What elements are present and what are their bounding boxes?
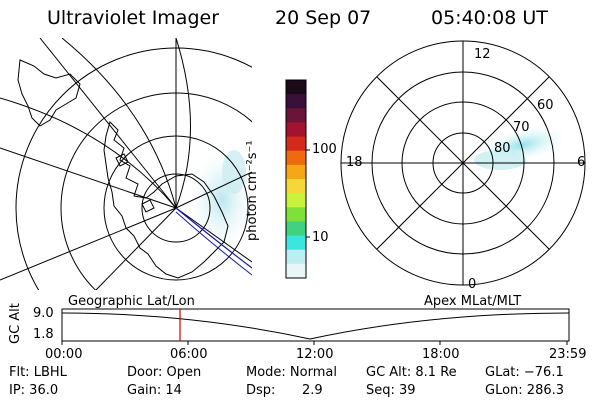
glon-info: GLon: 286.3 bbox=[485, 383, 565, 398]
colorbar-segment bbox=[286, 207, 306, 222]
dsp-value: 2.9 bbox=[302, 383, 323, 398]
longitude-line bbox=[0, 207, 177, 281]
longitude-line bbox=[95, 207, 177, 290]
timeline-ytick-top: 9.0 bbox=[33, 306, 54, 321]
south-america-coastline bbox=[17, 59, 81, 127]
apex-caption: Apex MLat/MLT bbox=[424, 294, 522, 309]
colorbar bbox=[285, 79, 310, 279]
colorbar-segment bbox=[286, 108, 306, 123]
altitude-timeline bbox=[61, 308, 570, 345]
date-label: 20 Sep 07 bbox=[275, 7, 372, 29]
glat-info: GLat: −76.1 bbox=[485, 365, 564, 380]
colorbar-segment bbox=[286, 150, 306, 166]
apex-map bbox=[340, 40, 586, 286]
altitude-curve bbox=[61, 312, 570, 340]
longitude-line bbox=[61, 38, 177, 209]
mlt-label-12: 12 bbox=[474, 47, 491, 62]
timeline-ytick-bottom: 1.8 bbox=[33, 327, 54, 342]
colorbar-segment bbox=[286, 193, 306, 208]
timeline-axis-label: GC Alt bbox=[8, 303, 23, 344]
colorbar-segment bbox=[286, 221, 306, 237]
mlt-line bbox=[376, 76, 550, 250]
antarctica-coastline bbox=[103, 121, 229, 279]
island-outline bbox=[141, 199, 155, 213]
gain-info: Gain: 14 bbox=[127, 383, 182, 398]
mode-info: Mode: Normal bbox=[246, 365, 337, 380]
timeline-xtick: 00:00 bbox=[45, 347, 83, 362]
colorbar-unit-label: photon cm⁻²s⁻¹ bbox=[245, 140, 260, 241]
island-outline bbox=[115, 153, 129, 167]
colorbar-segment bbox=[286, 164, 306, 180]
mlt-label-0: 0 bbox=[468, 277, 477, 292]
timeline-xtick: 06:00 bbox=[170, 347, 208, 362]
gc-alt-info: GC Alt: 8.1 Re bbox=[366, 365, 457, 380]
longitude-line bbox=[0, 97, 177, 209]
longitude-line bbox=[175, 207, 252, 263]
satellite-track bbox=[175, 207, 252, 269]
door-info: Door: Open bbox=[127, 365, 202, 380]
seq-info: Seq: 39 bbox=[366, 383, 416, 398]
timeline-xtick: 23:59 bbox=[549, 347, 587, 362]
timeline-xtick: 18:00 bbox=[422, 347, 460, 362]
mlt-label-6: 6 bbox=[577, 155, 586, 170]
time-label: 05:40:08 UT bbox=[431, 7, 548, 29]
colorbar-segment bbox=[286, 235, 306, 251]
longitude-line bbox=[175, 171, 252, 209]
colorbar-tick-100: 100 bbox=[312, 142, 337, 157]
ip-info: IP: 36.0 bbox=[9, 383, 59, 398]
dsp-label: Dsp: bbox=[246, 383, 276, 398]
colorbar-frame bbox=[285, 79, 307, 279]
mlat-label-80: 80 bbox=[494, 141, 511, 156]
mlat-label-60: 60 bbox=[537, 98, 554, 113]
colorbar-segment bbox=[286, 122, 306, 138]
longitude-line bbox=[175, 38, 191, 209]
colorbar-tick-10: 10 bbox=[312, 230, 329, 245]
colorbar-segment bbox=[286, 179, 306, 194]
geographic-map bbox=[0, 38, 252, 290]
filter-info: Flt: LBHL bbox=[9, 365, 67, 380]
timeline-xtick: 12:00 bbox=[296, 347, 334, 362]
timeline-frame bbox=[61, 308, 570, 342]
mlat-label-70: 70 bbox=[513, 120, 530, 135]
colorbar-segment bbox=[286, 80, 306, 95]
colorbar-segment bbox=[286, 263, 306, 279]
geographic-caption: Geographic Lat/Lon bbox=[68, 294, 195, 309]
colorbar-segment bbox=[286, 94, 306, 109]
instrument-title: Ultraviolet Imager bbox=[47, 7, 220, 29]
colorbar-segment bbox=[286, 249, 306, 265]
longitude-line bbox=[0, 147, 177, 209]
mlt-label-18: 18 bbox=[346, 155, 363, 170]
colorbar-segment bbox=[286, 136, 306, 152]
longitude-line bbox=[39, 38, 177, 209]
